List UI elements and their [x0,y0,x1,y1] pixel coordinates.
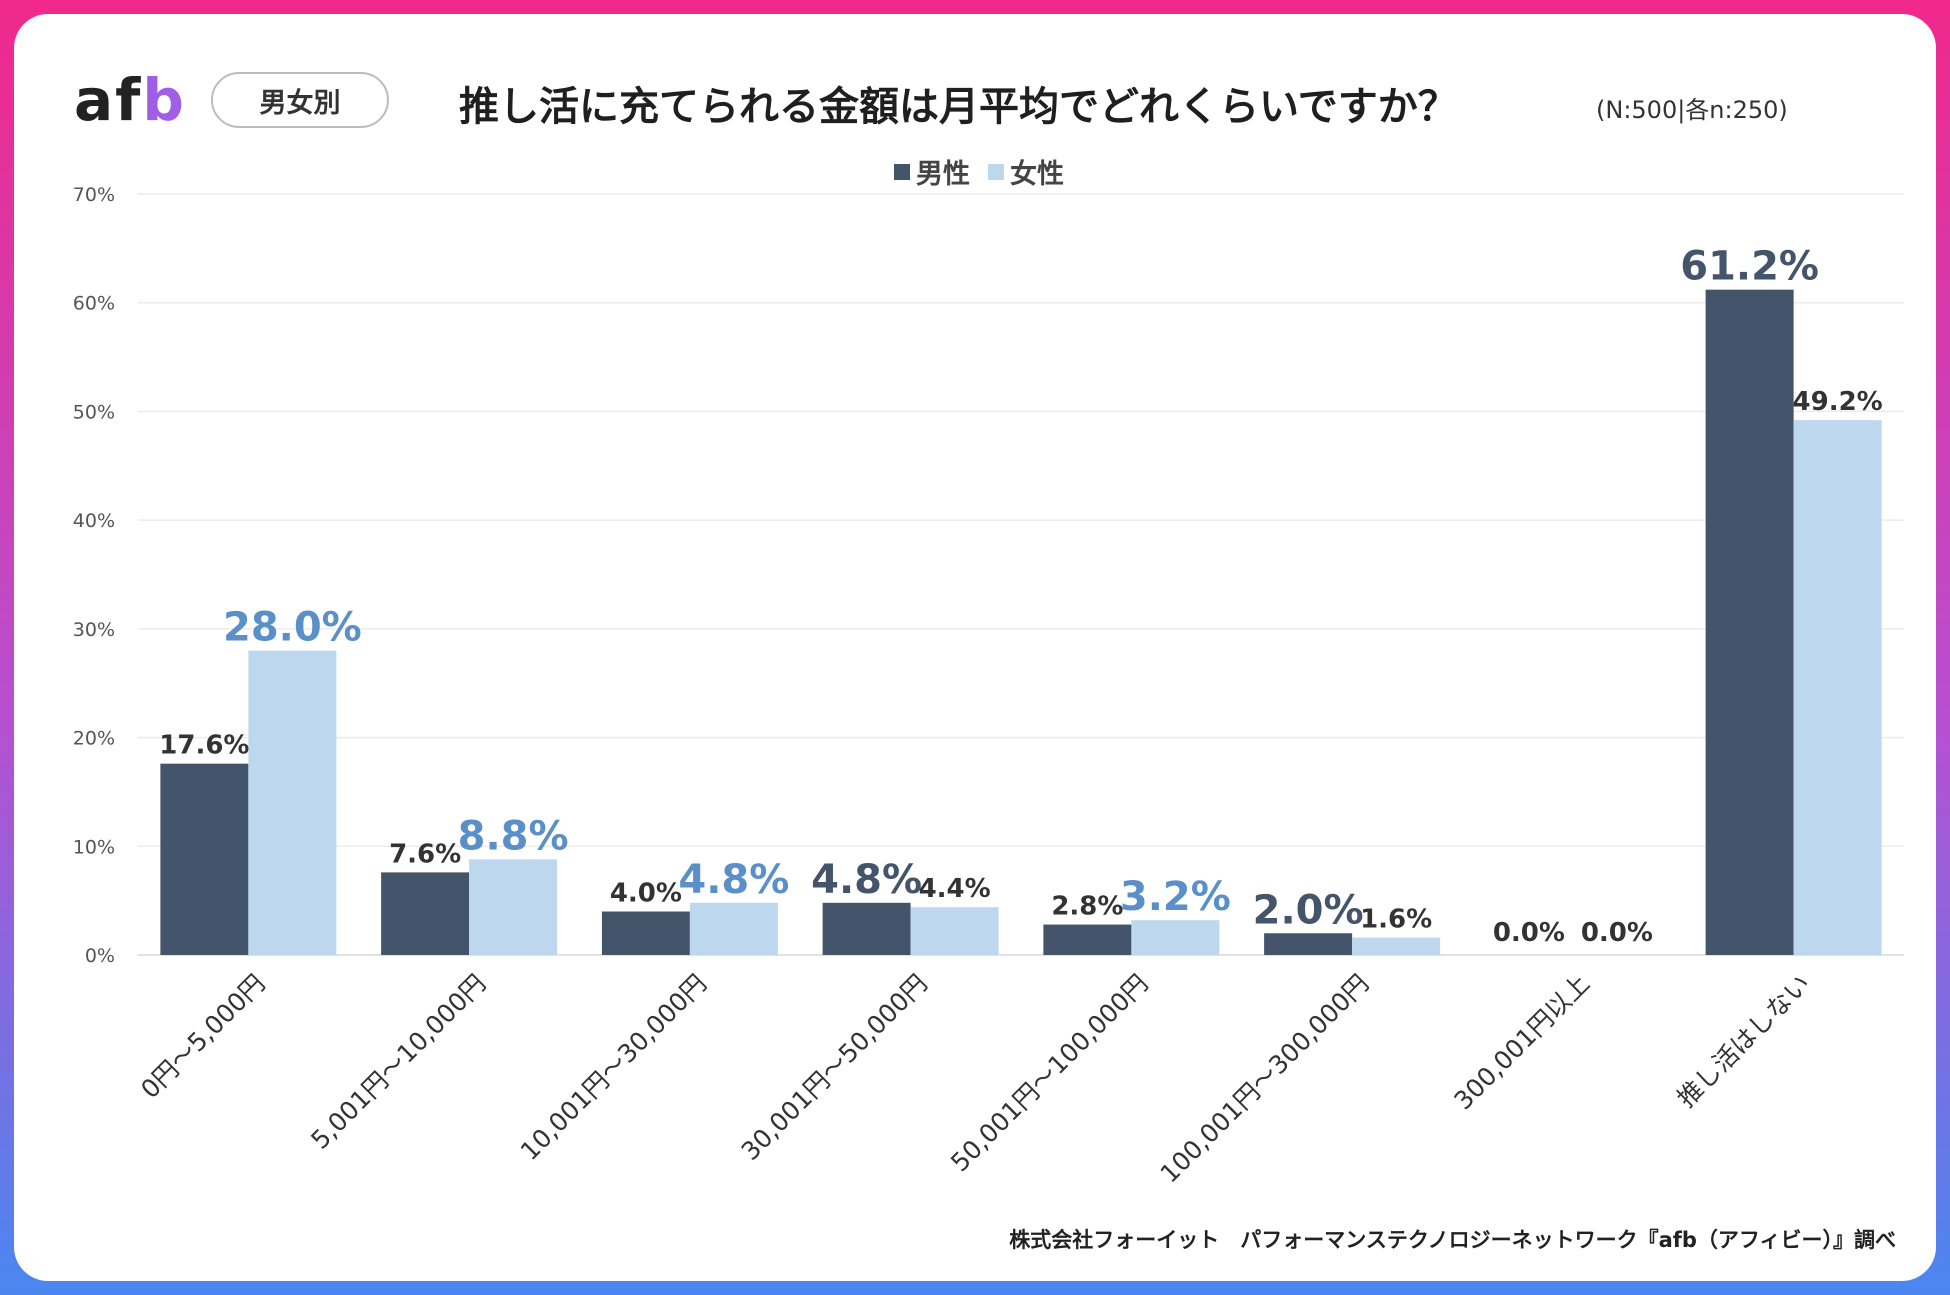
logo-accent: b [142,66,186,134]
y-tick-label: 60% [73,293,115,315]
legend: 男性 女性 [894,152,1064,191]
legend-item-male: 男性 [894,152,970,191]
legend-label-female: 女性 [1010,159,1064,190]
data-label-female: 0.0% [1581,918,1653,948]
source-credit: 株式会社フォーイット パフォーマンステクノロジーネットワーク『afb（アフィビー… [1009,1228,1896,1252]
data-label-male: 4.0% [610,879,682,909]
bar-male [1705,289,1794,955]
bar-female [910,907,999,955]
x-tick-label: 10,001円～30,000円 [515,969,712,1166]
y-tick-label: 30% [73,619,115,641]
data-label-female: 4.4% [919,874,991,904]
y-tick-label: 40% [73,510,115,532]
x-tick-label: 100,001円～300,000円 [1155,969,1375,1189]
bar-female [469,859,558,955]
data-label-male: 2.8% [1051,892,1123,922]
card: afb 男女別 推し活に充てられる金額は月平均でどれくらいですか？ (N:500… [14,14,1936,1281]
y-tick-label: 10% [73,836,115,858]
sample-size: (N:500|各n:250) [1596,96,1788,124]
bar-female [1793,420,1882,955]
y-tick-label: 50% [73,401,115,423]
bar-male [1264,933,1353,955]
data-label-female: 4.8% [678,857,789,903]
legend-label-male: 男性 [916,159,970,190]
bar-female [1352,937,1441,955]
bar-female [689,902,778,955]
gender-tag: 男女別 [211,72,389,128]
x-tick-label: 0円～5,000円 [135,969,270,1104]
bar-male [822,902,911,955]
bar-female [1131,920,1220,955]
data-label-female: 1.6% [1360,905,1432,935]
data-label-male: 2.0% [1253,887,1364,933]
bar-male [160,763,249,955]
bar-female [248,650,337,955]
data-label-female: 28.0% [223,605,362,651]
x-tick-label: 300,001円以上 [1448,969,1595,1116]
x-tick-label: 5,001円～10,000円 [305,969,491,1155]
bar-male [601,911,690,955]
logo-text: af [74,66,143,134]
data-label-female: 49.2% [1793,387,1883,417]
y-tick-label: 70% [73,184,115,206]
x-tick-label: 推し活はしない [1672,969,1816,1113]
data-label-female: 3.2% [1120,874,1231,920]
chart-title: 推し活に充てられる金額は月平均でどれくらいですか？ [459,84,1458,130]
data-label-male: 61.2% [1680,244,1819,290]
data-label-male: 7.6% [389,839,461,869]
bar-male [381,872,470,955]
legend-swatch-female [988,163,1004,180]
y-tick-label: 0% [85,945,115,967]
y-tick-label: 20% [73,728,115,750]
data-label-male: 17.6% [159,731,249,761]
data-label-male: 4.8% [811,857,922,903]
bar-male [1043,924,1132,955]
afb-logo: afb [74,70,186,130]
bar-chart: 0% 10% 20% 30% 40% 50% 60% 70% 17.6% 28.0% 0円～5,00… [73,184,1904,1189]
x-tick-label: 30,001円～50,000円 [736,969,933,1166]
data-label-female: 8.8% [458,813,569,859]
legend-item-female: 女性 [988,152,1064,191]
x-tick-label: 50,001円～100,000円 [945,969,1153,1177]
legend-swatch-male [894,163,910,180]
data-label-male: 0.0% [1493,918,1565,948]
